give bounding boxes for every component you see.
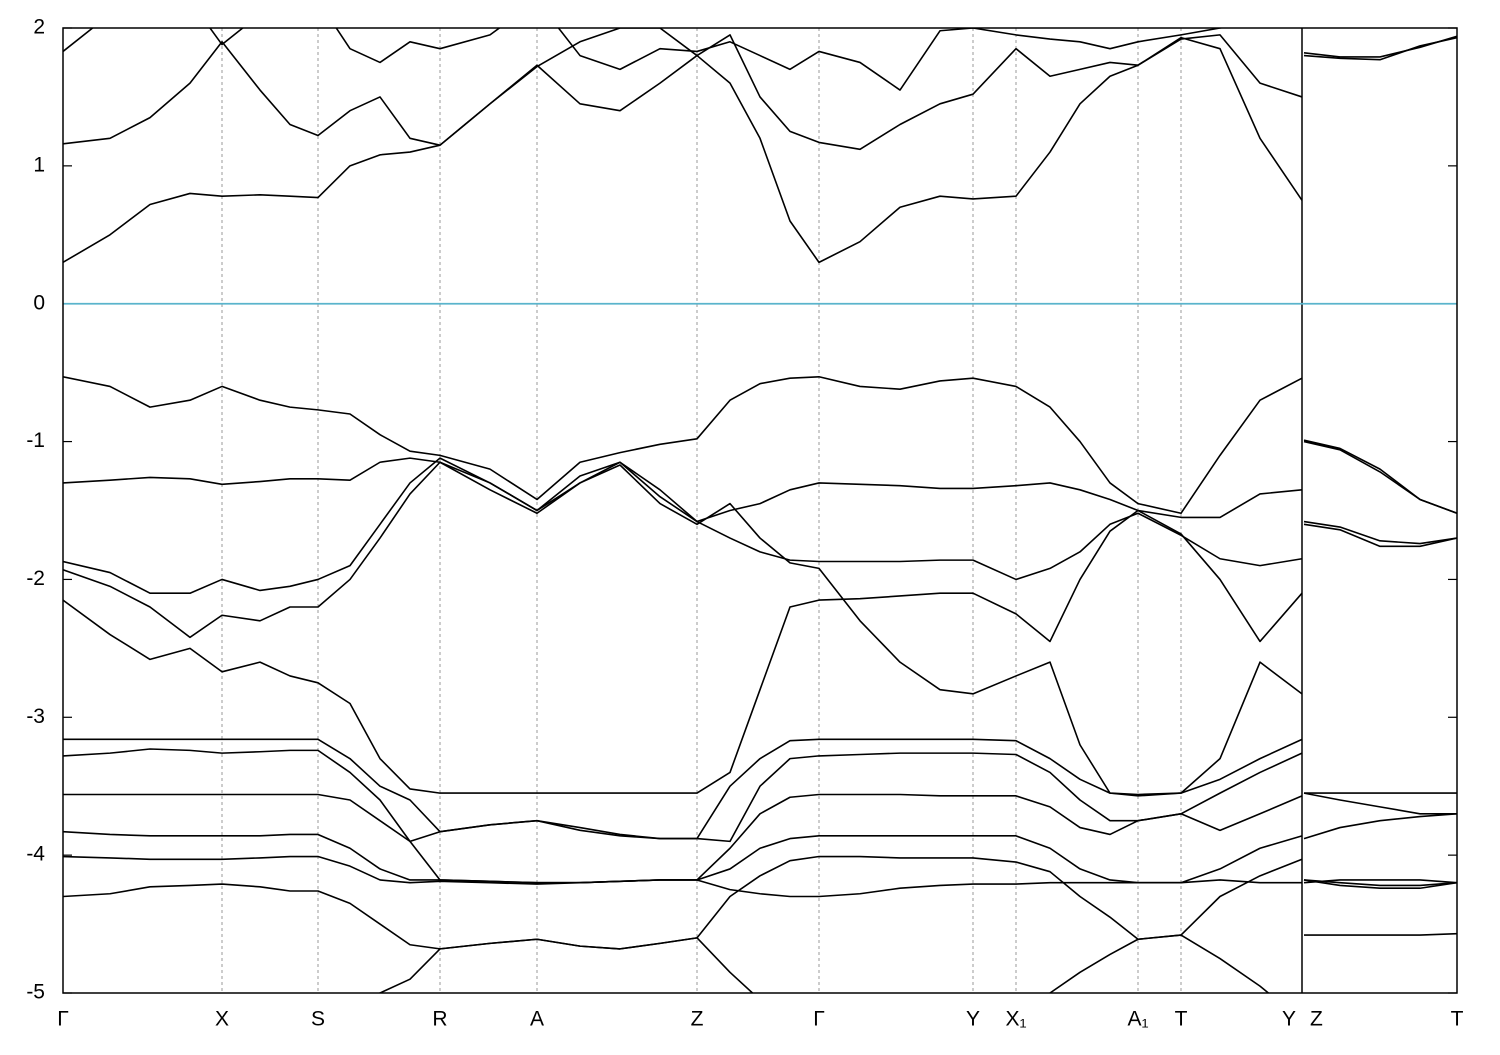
x-tick-label: S	[311, 1008, 325, 1031]
x-tick-label: Z	[1310, 1008, 1323, 1031]
x-tick-label: Γ	[813, 1008, 825, 1031]
x-tick-label: Γ	[57, 1008, 69, 1031]
y-tick-label: 2	[33, 16, 45, 39]
x-tick-label: Y	[966, 1008, 980, 1031]
y-tick-label: -4	[26, 843, 45, 866]
y-tick-label: -3	[26, 705, 45, 728]
y-tick-label: -1	[26, 429, 45, 452]
x-tick-label: A₁	[1127, 1008, 1148, 1031]
x-tick-label: T	[1175, 1008, 1188, 1031]
y-tick-label: -5	[26, 981, 45, 1004]
band-line	[63, 457, 1457, 595]
x-tick-label: Z	[691, 1008, 704, 1031]
y-tick-label: -2	[26, 567, 45, 590]
band-line	[63, 855, 1457, 898]
band-line	[378, 934, 1270, 993]
band-line	[63, 461, 1457, 797]
x-tick-label: X₁	[1005, 1008, 1026, 1031]
band-line	[63, 28, 1302, 91]
x-tick-label: R	[432, 1008, 447, 1031]
band-line	[63, 509, 1457, 794]
x-tick-label: Y	[1282, 1008, 1296, 1031]
x-tick-label: T	[1451, 1008, 1464, 1031]
plot-frame	[62, 27, 1458, 994]
band-line	[63, 748, 1457, 843]
bands	[63, 28, 1457, 993]
y-tick-label: 1	[33, 153, 45, 176]
x-tick-label: A	[530, 1008, 544, 1031]
x-tick-label: X	[215, 1008, 229, 1031]
y-tick-label: 0	[33, 291, 45, 314]
band-line	[63, 28, 1457, 151]
